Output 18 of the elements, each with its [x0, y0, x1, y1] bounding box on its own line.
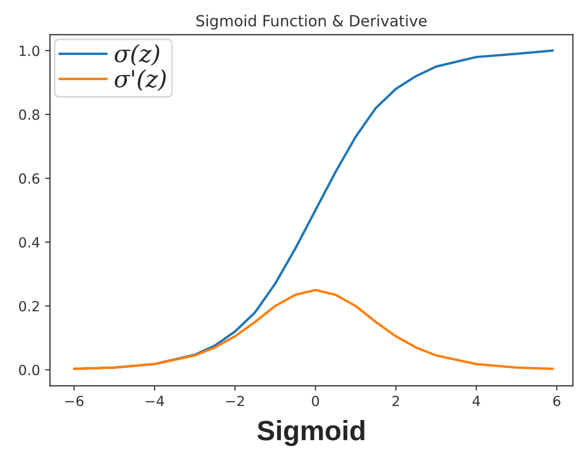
x-axis-title: Sigmoid [257, 420, 364, 446]
x-tick-label: 4 [472, 396, 480, 406]
y-tick-label: 0.6 [19, 173, 40, 184]
x-tick-label: 6 [553, 396, 560, 406]
x-tick-label: 2 [392, 396, 399, 406]
y-tick-label: 0.4 [19, 237, 40, 248]
x-tick-label: −4 [146, 396, 164, 406]
legend-label: σ'(z) [114, 69, 166, 91]
y-tick-label: 0.2 [19, 300, 39, 312]
y-tick-label: 1.0 [20, 46, 40, 56]
chart-title: Sigmoid Function & Derivative [196, 14, 427, 30]
y-tick-label: 0.0 [19, 364, 40, 376]
x-tick-label: 0 [312, 396, 319, 406]
y-tick-label: 0.8 [19, 109, 40, 120]
x-tick-label: −6 [65, 396, 84, 406]
line-series [72, 288, 554, 370]
x-tick-label: −2 [226, 396, 244, 406]
legend-label: σ(z) [114, 44, 160, 66]
